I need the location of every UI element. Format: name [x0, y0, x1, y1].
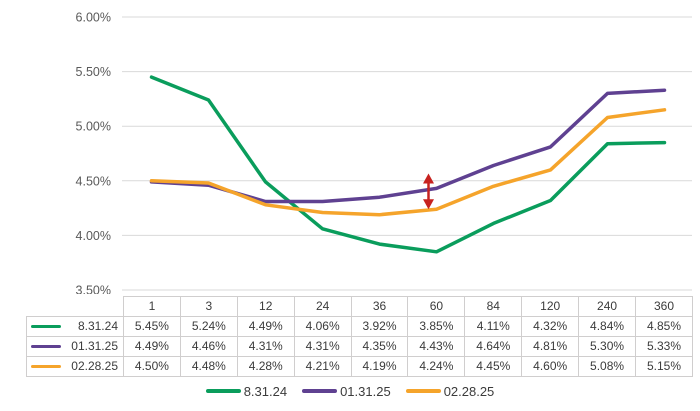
legend-label: 01.31.25	[340, 383, 391, 399]
y-axis-tick-label: 6.00%	[76, 11, 111, 25]
table-value-cell: 4.45%	[464, 356, 523, 377]
row-series-label: 8.31.24	[77, 319, 118, 333]
column-header: 1	[123, 296, 181, 317]
row-series-label: 02.28.25	[71, 359, 118, 373]
table-value-cell: 4.32%	[521, 316, 580, 337]
row-series-swatch	[31, 345, 61, 348]
legend-line-swatch	[302, 389, 338, 393]
column-header: 84	[464, 296, 523, 317]
series-line-8.31.24	[149, 75, 667, 254]
table-value-cell: 4.19%	[350, 356, 409, 377]
table-value-cell: 4.81%	[521, 336, 580, 357]
table-value-cell: 4.50%	[123, 356, 181, 377]
legend-label: 02.28.25	[443, 383, 495, 399]
table-value-cell: 4.28%	[236, 356, 295, 377]
column-header: 3	[179, 296, 238, 317]
table-value-cell: 5.45%	[123, 316, 181, 337]
table-value-cell: 3.92%	[350, 316, 409, 337]
table-row: 8.31.24 5.45% 5.24% 4.49% 4.06% 3.92% 3.85% 4.1…	[26, 316, 693, 337]
table-value-cell: 4.31%	[293, 336, 352, 357]
table-header-row: 1 3 12 24 36 60 84 120 240 360	[27, 296, 693, 317]
table-value-cell: 4.35%	[350, 336, 409, 357]
column-header: 60	[407, 296, 466, 317]
y-axis-tick-label: 5.00%	[76, 120, 111, 134]
table-value-cell: 5.30%	[578, 336, 637, 357]
table-value-cell: 4.21%	[293, 356, 352, 377]
table-value-cell: 4.49%	[236, 316, 295, 337]
table-value-cell: 4.31%	[236, 336, 295, 357]
column-header: 36	[350, 296, 409, 317]
table-value-cell: 4.43%	[407, 336, 466, 357]
column-header: 120	[521, 296, 580, 317]
legend-item: 8.31.24	[205, 383, 288, 399]
table-value-cell: 4.46%	[179, 336, 238, 357]
series-line-01.31.25	[149, 88, 667, 204]
legend-item: 01.31.25	[302, 384, 391, 399]
table-row: 02.28.25 4.50% 4.48% 4.28% 4.21% 4.19% 4.24% 4.…	[26, 356, 693, 377]
annotation-arrow-head-bottom	[423, 199, 434, 210]
table-value-cell: 3.85%	[407, 316, 466, 337]
y-axis-tick-label: 5.50%	[76, 65, 111, 79]
table-value-cell: 4.49%	[123, 336, 181, 357]
table-corner-cell	[27, 297, 124, 317]
table-value-cell: 4.85%	[635, 316, 693, 337]
legend-line-swatch	[205, 389, 241, 393]
table-value-cell: 5.24%	[179, 316, 238, 337]
legend-label: 8.31.24	[243, 383, 288, 399]
table-value-cell: 4.11%	[464, 316, 523, 337]
table-value-cell: 5.33%	[635, 336, 693, 357]
y-axis-tick-label: 3.50%	[76, 284, 111, 295]
row-header: 01.31.25	[26, 336, 124, 357]
row-series-label: 01.31.25	[71, 339, 118, 353]
column-header: 360	[635, 296, 693, 317]
table-value-cell: 4.06%	[293, 316, 352, 337]
table-value-cell: 5.08%	[578, 356, 637, 377]
table-value-cell: 4.24%	[407, 356, 466, 377]
table-value-cell: 4.48%	[179, 356, 238, 377]
annotation-arrow-head-top	[423, 173, 434, 184]
chart-legend: 8.31.24 01.31.25 02.28.25	[0, 381, 700, 401]
column-header: 240	[578, 296, 637, 317]
row-header: 02.28.25	[26, 356, 124, 377]
y-axis-tick-label: 4.50%	[76, 174, 111, 188]
row-series-swatch	[31, 365, 61, 368]
table-value-cell: 5.15%	[635, 356, 693, 377]
table-value-cell: 4.64%	[464, 336, 523, 357]
row-header: 8.31.24	[26, 316, 124, 337]
legend-line-swatch	[405, 389, 441, 393]
line-chart-plot-area: 6.00% 5.50% 5.00% 4.50% 4.00% 3.50%	[76, 11, 692, 295]
row-series-swatch	[31, 325, 61, 328]
y-axis-tick-label: 4.00%	[76, 229, 111, 243]
series-line-02.28.25	[149, 108, 667, 217]
legend-item: 02.28.25	[405, 383, 495, 399]
chart-data-table: 1 3 12 24 36 60 84 120 240 360 8.31.24 5.45% 5.24% 4.…	[26, 296, 693, 377]
column-header: 12	[236, 296, 295, 317]
table-value-cell: 4.84%	[578, 316, 637, 337]
column-header: 24	[293, 296, 352, 317]
table-row: 01.31.25 4.49% 4.46% 4.31% 4.31% 4.35% 4.43% 4.…	[26, 336, 693, 357]
table-value-cell: 4.60%	[521, 356, 580, 377]
